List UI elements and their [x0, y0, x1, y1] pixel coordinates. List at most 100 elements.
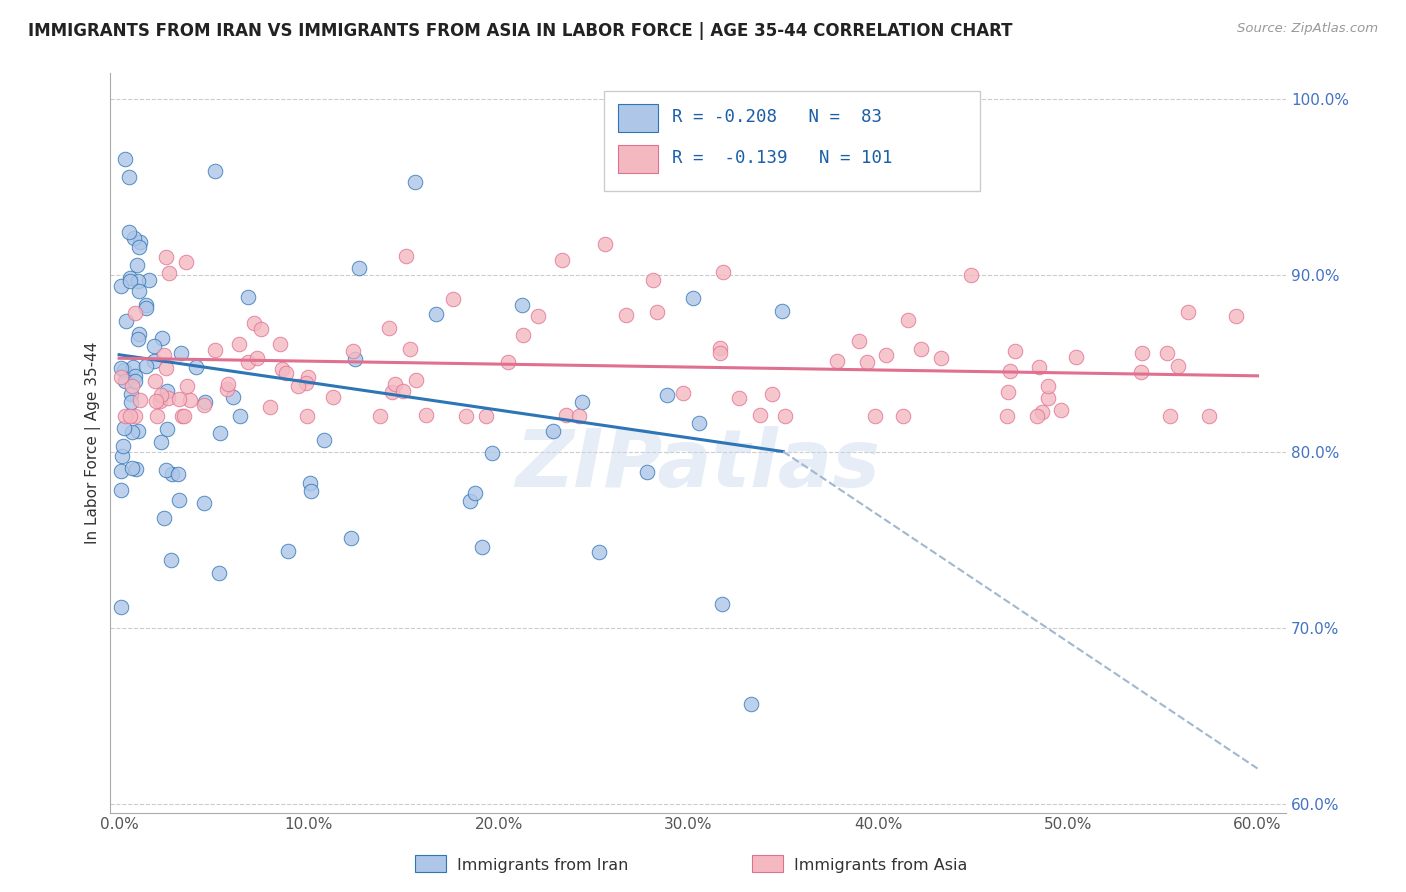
Point [682, 292, 704, 306]
Point [114, 374, 136, 388]
Point [125, 462, 148, 476]
Point [863, 409, 886, 424]
Point [149, 388, 172, 402]
Point [496, 355, 519, 369]
Point [287, 379, 309, 393]
Point [711, 597, 734, 611]
Point [378, 321, 401, 335]
Point [1064, 350, 1087, 364]
Point [384, 377, 406, 392]
Point [120, 387, 142, 401]
Point [125, 259, 148, 273]
Point [152, 511, 174, 525]
Point [1159, 409, 1181, 424]
Point [149, 393, 172, 408]
Point [110, 464, 132, 478]
Point [121, 379, 143, 393]
Point [127, 274, 149, 288]
Text: R =  -0.139   N = 101: R = -0.139 N = 101 [672, 149, 893, 167]
Point [394, 249, 416, 263]
Point [194, 395, 217, 409]
Point [297, 370, 319, 384]
Point [614, 308, 637, 322]
Point [135, 301, 157, 315]
Point [167, 467, 190, 481]
Point [208, 566, 231, 580]
Point [128, 235, 150, 249]
Point [1028, 359, 1050, 374]
Point [910, 342, 932, 356]
Point [146, 409, 169, 424]
Point [120, 271, 142, 285]
Text: IMMIGRANTS FROM IRAN VS IMMIGRANTS FROM ASIA IN LABOR FORCE | AGE 35-44 CORRELAT: IMMIGRANTS FROM IRAN VS IMMIGRANTS FROM … [28, 22, 1012, 40]
Point [959, 268, 981, 283]
Point [110, 279, 132, 293]
Point [155, 361, 177, 376]
Point [236, 290, 259, 304]
Point [1177, 305, 1199, 319]
Point [297, 409, 319, 424]
Point [510, 298, 533, 312]
Point [527, 309, 550, 323]
Point [135, 359, 157, 374]
Point [636, 465, 658, 479]
Point [110, 360, 132, 375]
Point [128, 392, 150, 407]
Point [121, 360, 143, 375]
Point [1167, 359, 1189, 374]
Point [277, 544, 299, 558]
Point [848, 334, 870, 349]
Point [112, 363, 135, 377]
Point [471, 540, 494, 554]
Point [464, 486, 486, 500]
Point [344, 352, 367, 367]
Point [160, 553, 183, 567]
Point [1031, 405, 1053, 419]
Point [204, 164, 226, 178]
Point [475, 409, 498, 424]
Point [1198, 409, 1220, 424]
Point [127, 424, 149, 438]
Point [111, 450, 134, 464]
Point [170, 345, 193, 359]
Point [124, 409, 146, 424]
Point [295, 376, 318, 390]
Point [114, 409, 136, 424]
Point [368, 409, 391, 424]
Point [897, 313, 920, 327]
Point [312, 433, 335, 447]
Point [761, 386, 783, 401]
Point [405, 373, 427, 387]
Point [124, 369, 146, 384]
Point [135, 298, 157, 312]
Point [145, 393, 167, 408]
Point [588, 545, 610, 559]
Point [122, 230, 145, 244]
Point [995, 409, 1018, 424]
Point [153, 349, 176, 363]
Point [110, 483, 132, 497]
Point [111, 439, 134, 453]
Point [138, 273, 160, 287]
Point [998, 364, 1021, 378]
Point [454, 409, 477, 424]
Point [347, 260, 370, 275]
Point [875, 348, 897, 362]
Point [298, 476, 321, 491]
Point [193, 398, 215, 412]
Point [150, 331, 173, 345]
Text: Immigrants from Asia: Immigrants from Asia [794, 858, 967, 872]
Point [415, 408, 437, 422]
Point [114, 314, 136, 328]
Point [672, 385, 695, 400]
Point [121, 425, 143, 439]
Point [128, 326, 150, 341]
Point [709, 345, 731, 359]
Point [339, 531, 361, 545]
Point [184, 360, 207, 375]
Point [773, 409, 796, 424]
Point [551, 252, 574, 267]
Point [160, 467, 183, 481]
Point [112, 421, 135, 435]
Y-axis label: In Labor Force | Age 35-44: In Labor Force | Age 35-44 [86, 342, 101, 544]
